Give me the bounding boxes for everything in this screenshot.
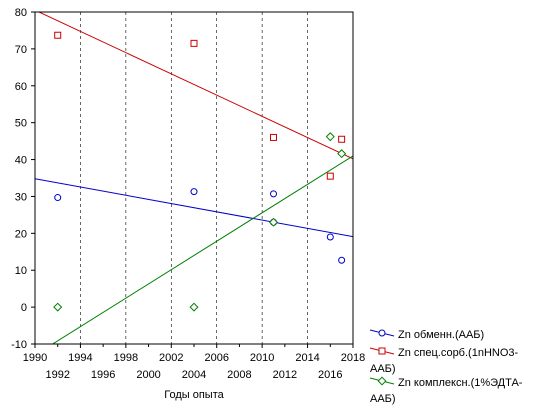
- legend-label: Zn обменн.(ААБ): [398, 329, 484, 341]
- y-tick-label: 30: [15, 191, 27, 203]
- data-point-series-3: [53, 302, 63, 312]
- y-tick-label: 80: [15, 7, 27, 19]
- legend-item-1: Zn обменн.(ААБ): [369, 329, 484, 341]
- data-point-series-3: [268, 217, 279, 227]
- y-tick-label: 0: [21, 302, 27, 314]
- legend-marker: [377, 376, 387, 386]
- y-tick-label: 50: [15, 118, 27, 130]
- x-tick-label: 2002: [159, 352, 183, 364]
- y-tick-label: 20: [15, 228, 27, 240]
- y-tick-label: 70: [15, 44, 27, 56]
- data-point-series-1: [270, 190, 277, 198]
- data-point-series-1: [190, 188, 198, 196]
- data-point-series-2: [270, 133, 277, 141]
- x-tick-label: 2014: [295, 352, 319, 364]
- data-points: [53, 31, 347, 312]
- legend: Zn обменн.(ААБ)Zn спец.сорб.(1nHNO3-ААБ)…: [369, 329, 523, 405]
- y-tick-label: 40: [15, 155, 27, 167]
- x-axis-title: Годы опыта: [164, 389, 224, 401]
- x-tick-label: 2008: [227, 369, 251, 381]
- x-tick-label: 2018: [341, 352, 365, 364]
- x-tick-label: 2010: [250, 352, 274, 364]
- legend-marker: [378, 329, 386, 337]
- x-tick-label: 1996: [91, 369, 115, 381]
- axis-ticks: -10 0 10 20 30 40 50 60 70 80 1990 1994 1998 2002 2006…: [11, 7, 365, 381]
- x-tick-label: 1990: [23, 352, 47, 364]
- y-tick-label: 60: [15, 81, 27, 93]
- data-point-series-2: [54, 31, 62, 39]
- legend-label: ААБ): [370, 363, 396, 375]
- regression-lines: [35, 12, 353, 344]
- data-point-series-1: [54, 194, 62, 202]
- x-tick-label: 2000: [136, 369, 160, 381]
- x-tick-label: 1994: [68, 352, 92, 364]
- y-tick-label: -10: [11, 339, 27, 351]
- x-tick-label: 2006: [204, 352, 228, 364]
- legend-item-2: Zn спец.сорб.(1nHNO3-ААБ): [369, 347, 518, 375]
- data-point-series-2: [190, 39, 198, 47]
- x-tick-label: 2004: [182, 369, 206, 381]
- x-tick-label: 1998: [114, 352, 138, 364]
- data-point-series-1: [338, 256, 346, 264]
- fit-line-3: [51, 155, 353, 344]
- plot-frame: [34, 11, 354, 345]
- data-point-series-1: [326, 233, 334, 241]
- fit-line-1: [35, 178, 353, 238]
- data-point-series-2: [338, 135, 346, 143]
- data-point-series-3: [189, 302, 199, 312]
- data-point-series-2: [326, 172, 334, 180]
- grid-lines: [80, 12, 308, 344]
- y-tick-label: 10: [15, 265, 27, 277]
- legend-item-3: Zn комплексн.(1%ЭДТА-ААБ): [369, 376, 523, 405]
- fit-line-2: [37, 12, 353, 160]
- data-point-series-3: [325, 132, 335, 142]
- legend-label: Zn спец.сорб.(1nHNO3-: [398, 347, 518, 359]
- x-tick-label: 2016: [318, 369, 342, 381]
- legend-label: ААБ): [370, 393, 396, 405]
- data-point-series-3: [337, 149, 347, 159]
- x-tick-label: 2012: [273, 369, 297, 381]
- legend-marker: [378, 347, 386, 355]
- legend-label: Zn комплексн.(1%ЭДТА-: [398, 377, 523, 389]
- x-tick-label: 1992: [45, 369, 69, 381]
